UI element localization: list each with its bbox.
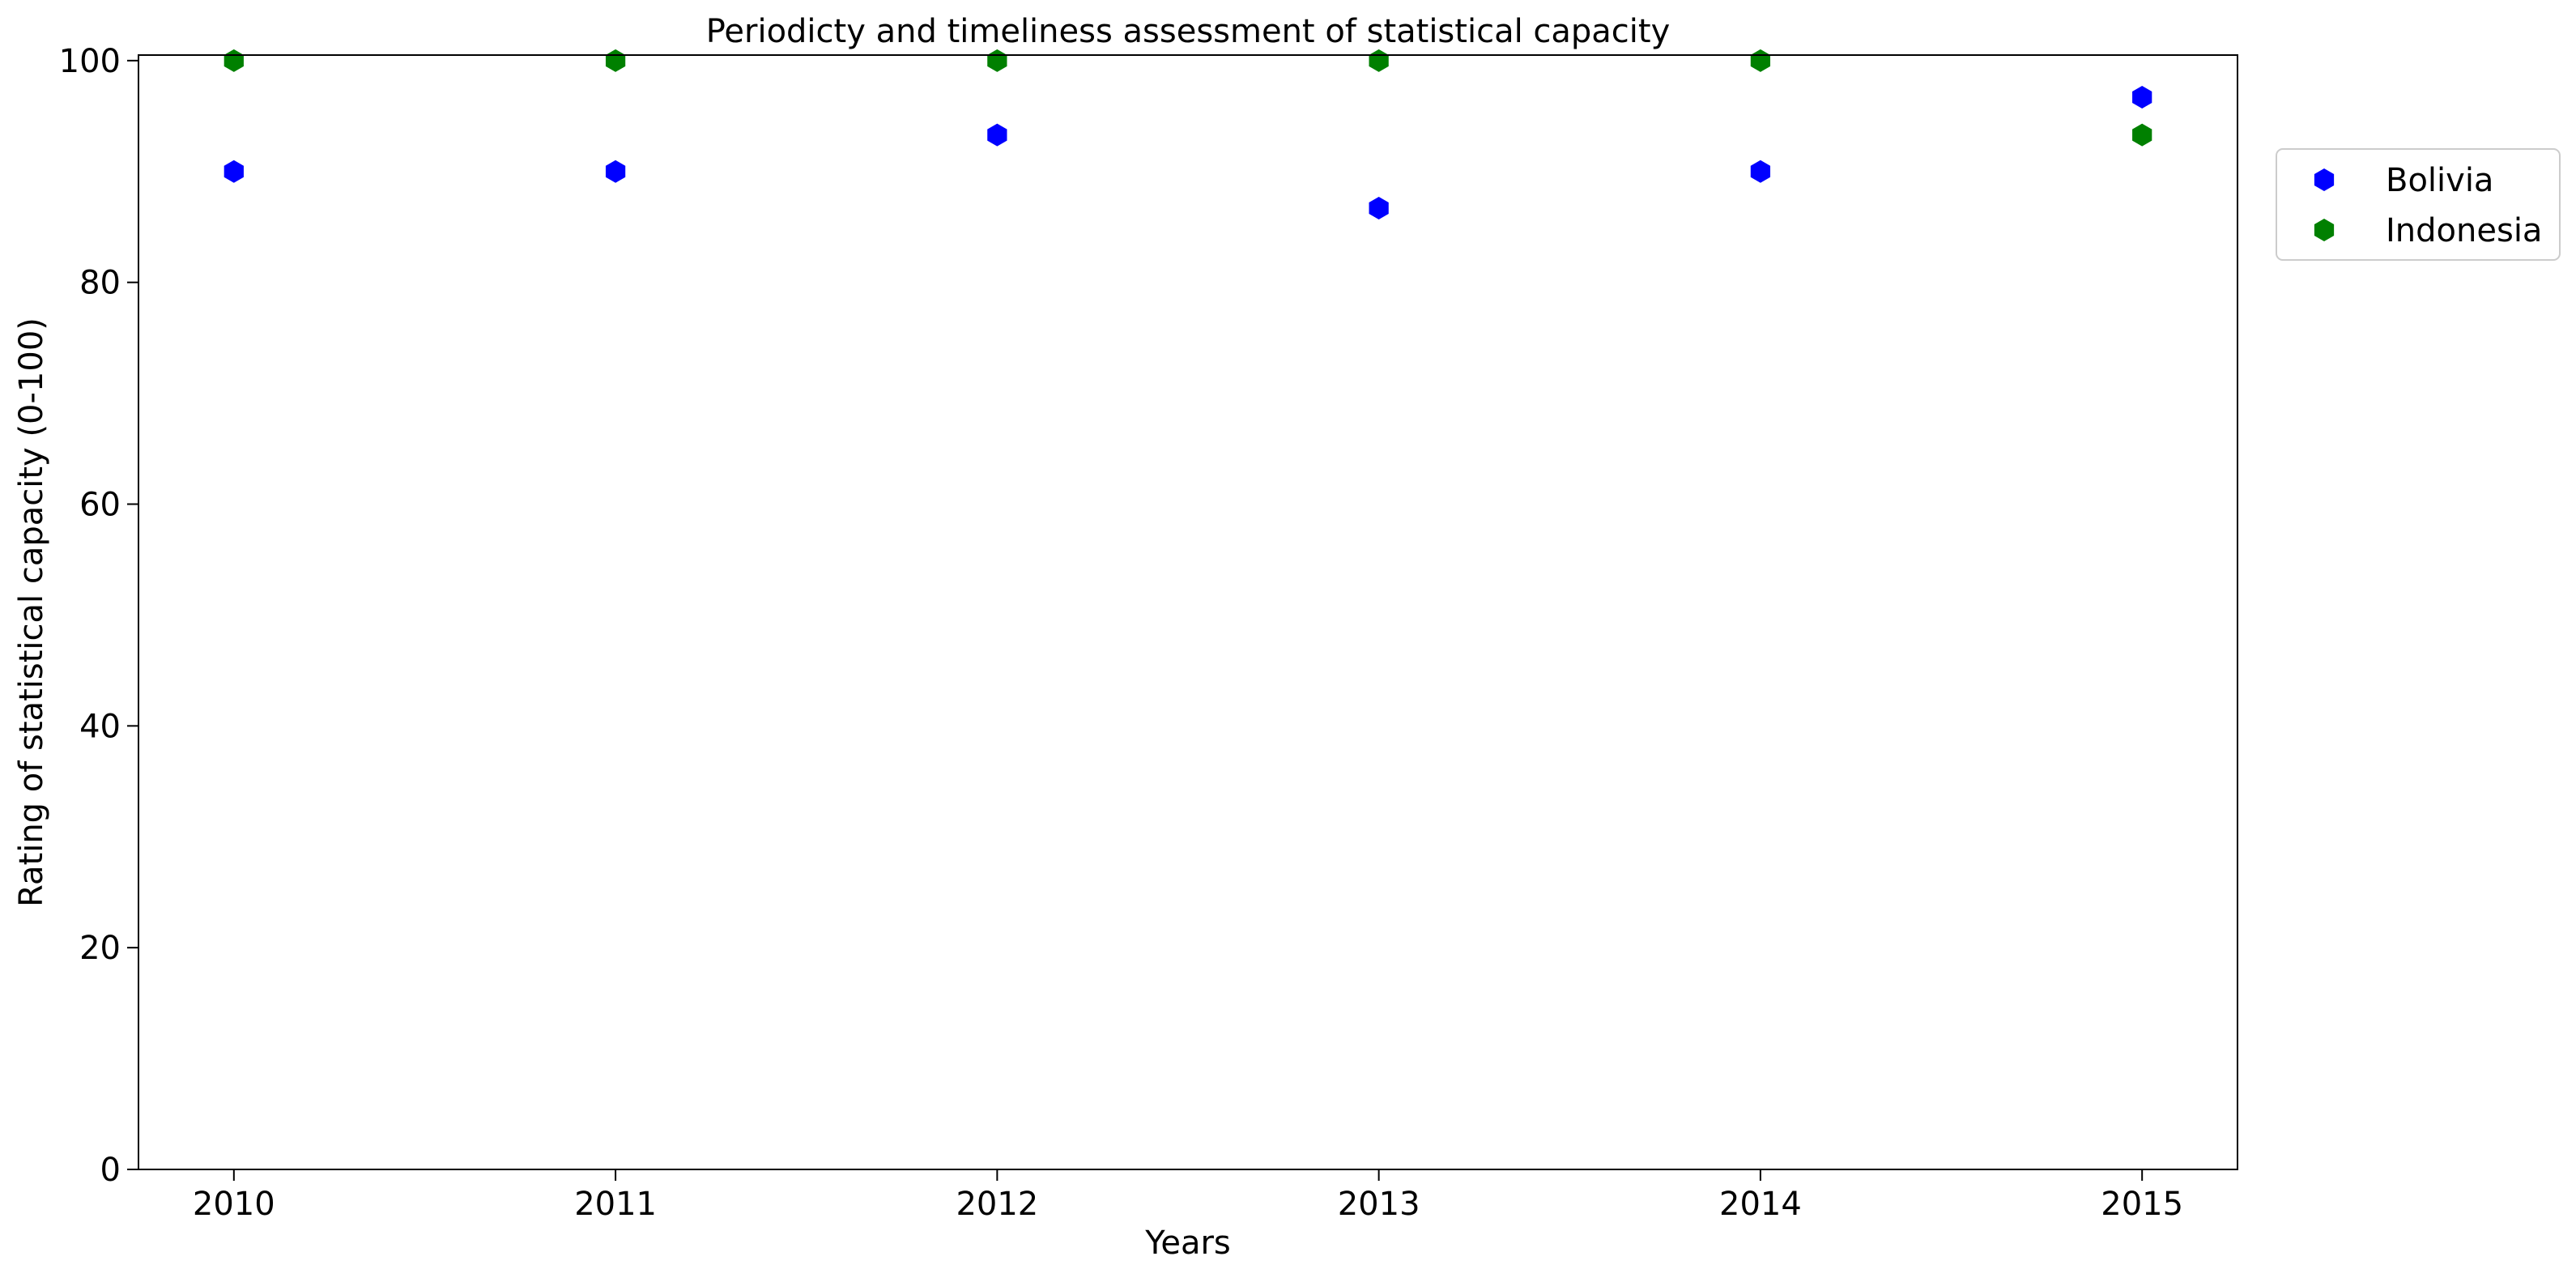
x-tick-label: 2014 — [1719, 1186, 1802, 1223]
x-tick-label: 2012 — [956, 1186, 1038, 1223]
data-point-bolivia-2012 — [987, 123, 1007, 147]
legend: Bolivia Indonesia — [2276, 148, 2561, 261]
y-tick-label: 0 — [100, 1152, 121, 1189]
legend-marker-bolivia — [2314, 168, 2335, 191]
y-axis-label: Rating of statistical capacity (0-100) — [13, 317, 50, 907]
legend-label-indonesia: Indonesia — [2386, 212, 2542, 249]
data-point-bolivia-2013 — [1369, 196, 1389, 219]
y-tick-label: 20 — [79, 930, 121, 967]
data-point-bolivia-2011 — [605, 160, 626, 183]
y-tick-label: 40 — [79, 708, 121, 745]
x-tick-label: 2015 — [2101, 1186, 2183, 1223]
x-tick-label: 2011 — [574, 1186, 657, 1223]
data-point-bolivia-2010 — [224, 160, 244, 183]
x-axis: 2010 2011 2012 2013 2014 2015 — [193, 1169, 2183, 1223]
plot-frame — [138, 54, 2238, 1170]
y-tick-label: 100 — [59, 43, 121, 80]
chart-title: Periodicty and timeliness assessment of … — [706, 13, 1671, 50]
x-axis-label: Years — [1144, 1225, 1231, 1262]
legend-label-bolivia: Bolivia — [2386, 162, 2493, 199]
data-point-bolivia-2014 — [1750, 160, 1771, 183]
legend-marker-indonesia — [2314, 219, 2335, 241]
y-axis: 0 20 40 60 80 100 — [59, 43, 138, 1189]
y-tick-label: 60 — [79, 487, 121, 524]
data-point-indonesia-2015 — [2132, 123, 2152, 147]
x-tick-label: 2013 — [1338, 1186, 1420, 1223]
data-point-bolivia-2015 — [2132, 86, 2152, 109]
y-tick-label: 80 — [79, 265, 121, 302]
legend-frame — [2276, 148, 2561, 261]
x-tick-label: 2010 — [193, 1186, 275, 1223]
